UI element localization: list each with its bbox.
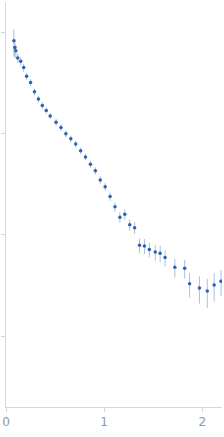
- svg-text:0: 0: [2, 415, 10, 429]
- svg-text:1: 1: [100, 415, 108, 429]
- svg-text:2: 2: [199, 415, 207, 429]
